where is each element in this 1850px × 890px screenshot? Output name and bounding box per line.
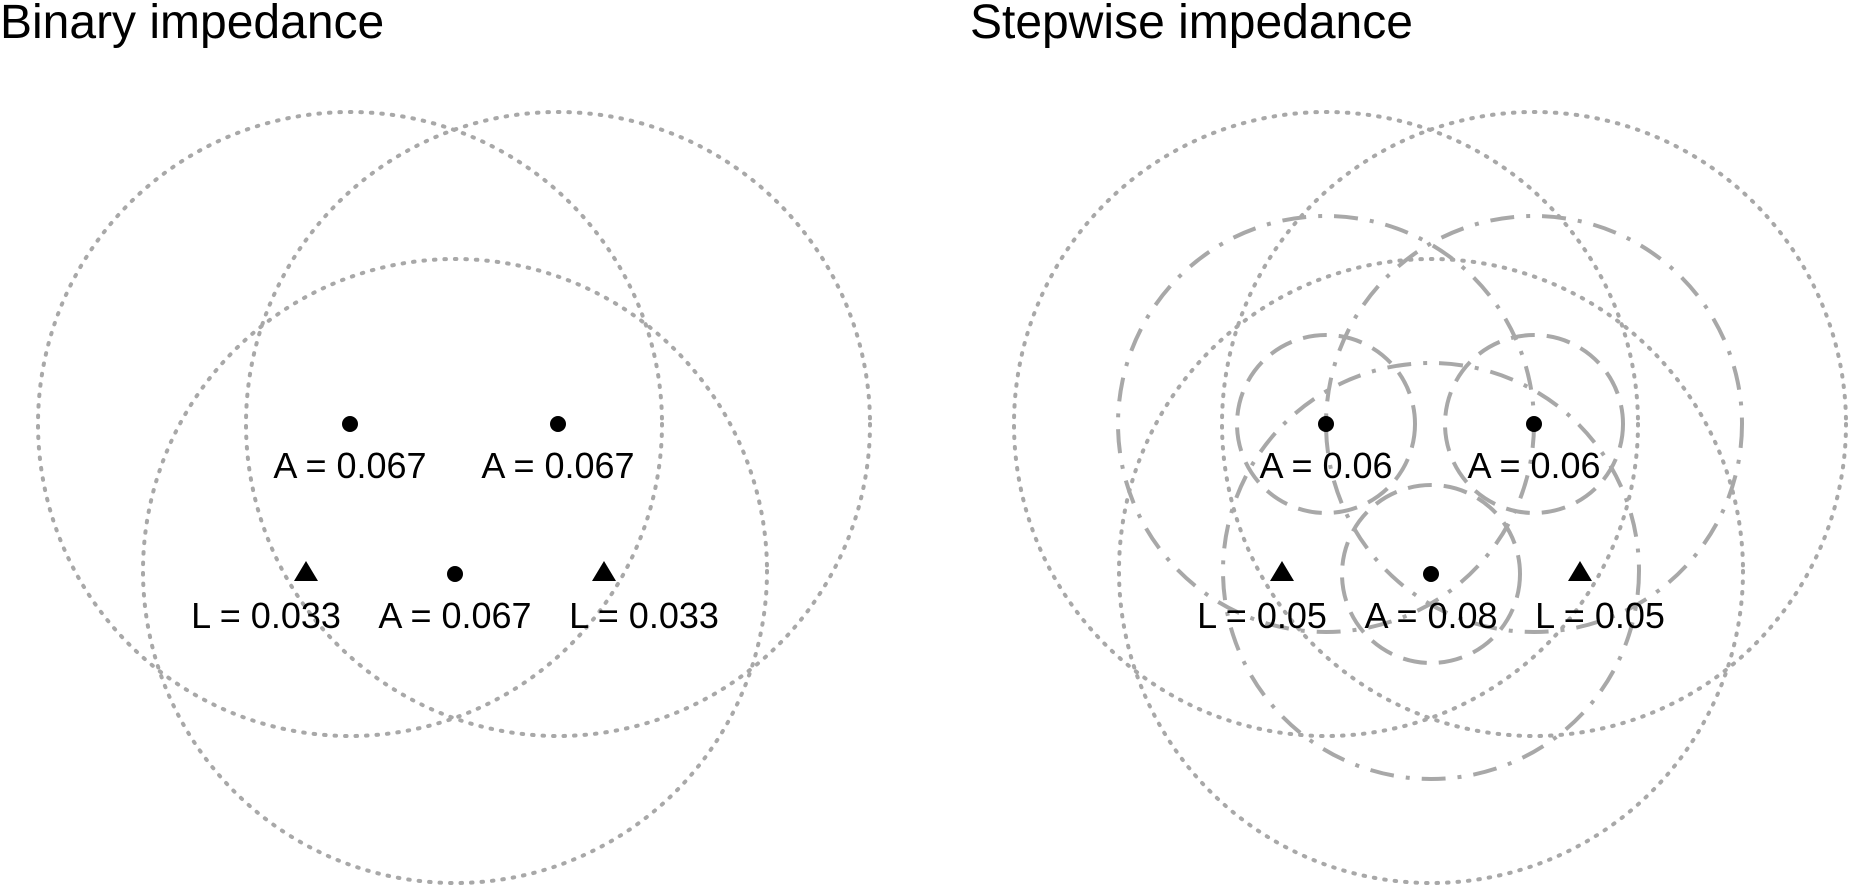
- point-stepwise-l-right: L = 0.05: [1535, 561, 1665, 636]
- point-label: A = 0.08: [1364, 595, 1497, 636]
- catchment-ring: [141, 257, 769, 885]
- point-binary-l-left: L = 0.033: [191, 561, 341, 636]
- catchment-ring: [244, 110, 872, 738]
- point-stepwise-a-center: A = 0.08: [1364, 566, 1498, 636]
- point-label: A = 0.067: [273, 445, 426, 486]
- point-binary-a-left: A = 0.067: [273, 416, 427, 486]
- point-binary-a-right: A = 0.067: [481, 416, 635, 486]
- catchment-ring: [36, 110, 664, 738]
- panel-stepwise: Stepwise impedance A = 0.06 A = 0.06 L =: [970, 0, 1848, 885]
- triangle-marker-icon: [1270, 561, 1294, 581]
- triangle-marker-icon: [294, 561, 318, 581]
- panel-title-binary: Binary impedance: [0, 0, 384, 49]
- catchment-ring-outer: [1012, 110, 1640, 738]
- point-label: A = 0.06: [1259, 445, 1392, 486]
- point-label: L = 0.033: [569, 595, 719, 636]
- point-stepwise-a-left: A = 0.06: [1259, 416, 1393, 486]
- catchment-ring-inner: [1235, 333, 1417, 515]
- catchment-ring-outer: [1220, 110, 1848, 738]
- point-label: L = 0.05: [1197, 595, 1327, 636]
- point-binary-l-right: L = 0.033: [569, 561, 719, 636]
- catchment-rings-stepwise: [1012, 110, 1848, 885]
- catchment-ring-inner: [1340, 483, 1522, 665]
- point-label: A = 0.067: [378, 595, 531, 636]
- circle-marker-icon: [550, 416, 566, 432]
- circle-marker-icon: [1423, 566, 1439, 582]
- point-label: L = 0.033: [191, 595, 341, 636]
- point-label: A = 0.06: [1467, 445, 1600, 486]
- point-binary-a-center: A = 0.067: [378, 566, 532, 636]
- point-stepwise-l-left: L = 0.05: [1197, 561, 1327, 636]
- point-label: L = 0.05: [1535, 595, 1665, 636]
- catchment-rings-binary: [36, 110, 872, 885]
- catchment-ring-inner: [1443, 333, 1625, 515]
- triangle-marker-icon: [1568, 561, 1592, 581]
- panel-binary: Binary impedance A = 0.067 A = 0.067 L =…: [0, 0, 872, 885]
- circle-marker-icon: [342, 416, 358, 432]
- panel-title-stepwise: Stepwise impedance: [970, 0, 1413, 49]
- triangle-marker-icon: [592, 561, 616, 581]
- circle-marker-icon: [1526, 416, 1542, 432]
- circle-marker-icon: [1318, 416, 1334, 432]
- catchment-ring-outer: [1117, 257, 1745, 885]
- catchment-ring-middle: [1324, 214, 1744, 634]
- point-stepwise-a-right: A = 0.06: [1467, 416, 1601, 486]
- point-label: A = 0.067: [481, 445, 634, 486]
- catchment-ring-middle: [1221, 361, 1641, 781]
- circle-marker-icon: [447, 566, 463, 582]
